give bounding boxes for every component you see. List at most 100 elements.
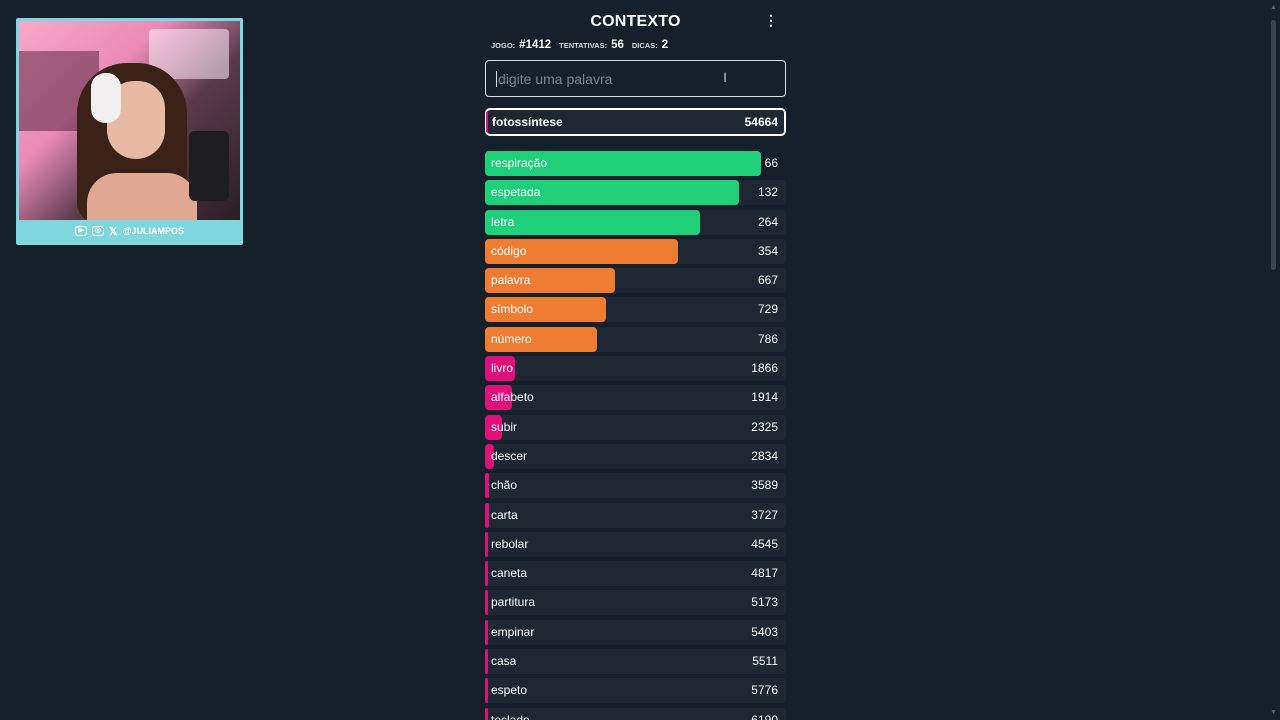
- guess-word: espeto: [491, 683, 528, 698]
- page-scrollbar[interactable]: ▲ ▼: [1269, 0, 1278, 720]
- guess-row: letra 264: [485, 209, 786, 235]
- text-cursor-icon: I: [723, 69, 727, 85]
- guess-proximity-bar: [485, 326, 597, 352]
- guess-word: símbolo: [491, 302, 534, 317]
- guess-proximity-bar: [485, 649, 488, 675]
- guess-word: rebolar: [491, 536, 529, 551]
- instagram-icon: ◎: [91, 226, 104, 236]
- guess-rank: 132: [757, 185, 778, 200]
- guess-proximity-bar: [485, 268, 616, 294]
- guess-proximity-bar: [485, 443, 495, 469]
- guess-list: respiração 66 espetada 132 letra 264 código 354…: [485, 151, 786, 720]
- guess-word: código: [491, 243, 527, 258]
- guess-proximity-bar: [485, 590, 488, 616]
- guess-rank: 4817: [751, 566, 778, 581]
- guess-rank: 1866: [751, 361, 778, 376]
- streamer: [77, 63, 197, 220]
- headset: [91, 73, 121, 123]
- youtube-icon: ▶: [74, 226, 87, 236]
- guess-word: número: [491, 331, 532, 346]
- guess-word: casa: [491, 654, 517, 669]
- guess-row: espetada 132: [485, 180, 786, 206]
- guess-row: empinar 5403: [485, 619, 786, 645]
- guess-proximity-bar: [485, 707, 488, 720]
- guess-word: empinar: [491, 624, 535, 639]
- game-label: JOGO:: [491, 41, 516, 50]
- attempts-count: 56: [611, 39, 624, 51]
- guess-rank: 354: [757, 243, 778, 258]
- guess-row: rebolar 4545: [485, 531, 786, 557]
- guess-row: partitura 5173: [485, 590, 786, 616]
- guess-word: letra: [491, 214, 515, 229]
- guess-rank: 1914: [751, 390, 778, 405]
- guess-row: teclado 6190: [485, 707, 786, 720]
- text-caret: [496, 70, 497, 87]
- current-guess-word: fotossíntese: [492, 115, 563, 129]
- guess-rank: 66: [764, 156, 778, 170]
- word-input-placeholder: digite uma palavra: [498, 70, 613, 87]
- guess-row: subir 2325: [485, 414, 786, 440]
- current-guess: fotossíntese 54664: [485, 108, 786, 136]
- scrollbar-thumb[interactable]: [1271, 20, 1276, 270]
- game-stats: JOGO: #1412 TENTATIVAS: 56 DICAS: 2: [485, 39, 786, 53]
- microphone: [189, 131, 229, 201]
- guess-word: espetada: [491, 185, 541, 200]
- social-bar: ▶ ◎ 𝕏 @JULIAMPOS: [19, 220, 240, 242]
- guess-rank: 3727: [751, 507, 778, 522]
- guess-rank: 5173: [751, 595, 778, 610]
- guess-proximity-bar: [485, 356, 516, 382]
- guess-rank: 2834: [751, 448, 778, 463]
- guess-proximity-bar: [485, 473, 489, 499]
- guess-row: espeto 5776: [485, 678, 786, 704]
- hints-label: DICAS:: [631, 41, 658, 50]
- guess-row: livro 1866: [485, 356, 786, 382]
- more-menu-icon[interactable]: ⋮: [764, 12, 778, 28]
- guess-row: palavra 667: [485, 268, 786, 294]
- word-input[interactable]: digite uma palavra I: [485, 60, 786, 97]
- guess-word: partitura: [491, 595, 536, 610]
- guess-proximity-bar: [485, 385, 513, 411]
- guess-rank: 729: [757, 302, 778, 317]
- guess-rank: 786: [757, 331, 778, 346]
- guess-rank: 5776: [751, 683, 778, 698]
- guess-rank: 667: [757, 273, 778, 288]
- guess-row: caneta 4817: [485, 561, 786, 587]
- guess-word: carta: [491, 507, 518, 522]
- x-icon: 𝕏: [108, 225, 118, 238]
- scroll-down-icon[interactable]: ▼: [1270, 709, 1277, 716]
- guess-row: respiração 66: [485, 151, 786, 176]
- social-handle: @JULIAMPOS: [122, 226, 185, 236]
- guess-word: chão: [491, 478, 518, 493]
- guess-proximity-bar: [485, 502, 489, 528]
- guess-word: livro: [491, 361, 514, 376]
- guess-row: chão 3589: [485, 473, 786, 499]
- guess-word: teclado: [491, 712, 530, 720]
- contexto-game: CONTEXTO ⋮ JOGO: #1412 TENTATIVAS: 56 DI…: [485, 0, 786, 720]
- guess-word: alfabeto: [491, 390, 534, 405]
- guess-proximity-bar: [485, 619, 488, 645]
- scroll-up-icon[interactable]: ▲: [1270, 4, 1277, 11]
- guess-proximity-bar: [485, 209, 701, 235]
- guess-rank: 5511: [752, 654, 778, 669]
- guess-proximity-bar: [485, 297, 606, 323]
- guess-word: subir: [491, 419, 518, 434]
- current-guess-rank: 54664: [744, 115, 778, 129]
- guess-word: palavra: [491, 273, 531, 288]
- guess-row: alfabeto 1914: [485, 385, 786, 411]
- guess-row: descer 2834: [485, 443, 786, 469]
- webcam-video: [19, 21, 240, 220]
- guess-proximity-bar: [485, 238, 678, 264]
- guess-rank: 2325: [751, 419, 778, 434]
- guess-row: número 786: [485, 326, 786, 352]
- guess-proximity-bar: [485, 678, 488, 704]
- game-title: CONTEXTO: [590, 13, 681, 30]
- guess-row: casa 5511: [485, 649, 786, 675]
- guess-row: código 354: [485, 238, 786, 264]
- guess-word: caneta: [491, 566, 528, 581]
- guess-rank: 4545: [751, 536, 778, 551]
- guess-proximity-bar: [485, 531, 488, 557]
- webcam-overlay: ▶ ◎ 𝕏 @JULIAMPOS: [16, 18, 243, 245]
- hints-count: 2: [661, 39, 669, 51]
- guess-rank: 5403: [751, 624, 778, 639]
- guess-rank: 264: [757, 214, 778, 229]
